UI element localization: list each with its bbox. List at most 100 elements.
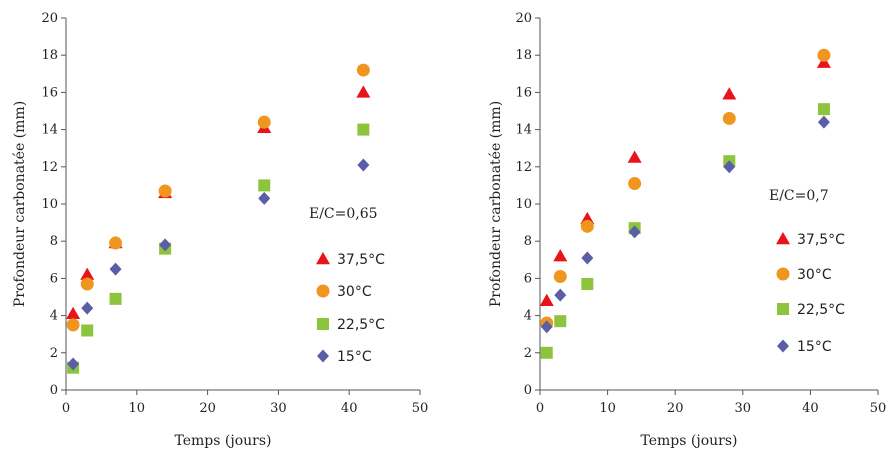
data-point (817, 48, 831, 62)
data-point (356, 85, 371, 98)
data-point (81, 301, 94, 315)
data-point (817, 115, 830, 129)
data-point (158, 184, 172, 198)
x-tick-label: 0 (536, 401, 544, 416)
data-point (581, 277, 594, 290)
x-tick-label: 40 (341, 401, 358, 416)
legend-marker (777, 339, 789, 353)
y-tick-label: 2 (50, 346, 58, 361)
x-axis-title: Temps (jours) (175, 433, 272, 449)
x-tick-label: 40 (802, 401, 819, 416)
y-tick-label: 14 (515, 123, 532, 138)
data-point (723, 160, 736, 174)
data-point (258, 191, 271, 205)
y-tick-label: 12 (41, 160, 58, 175)
legend-label: 22,5°C (797, 302, 845, 318)
legend-label: 37,5°C (337, 252, 385, 268)
legend-label: 37,5°C (797, 232, 845, 248)
data-point (258, 179, 271, 192)
x-tick-label: 20 (667, 401, 684, 416)
y-tick-label: 10 (41, 197, 58, 212)
y-tick-label: 20 (515, 11, 532, 26)
data-point (67, 357, 80, 371)
data-point (66, 318, 80, 332)
ec-ratio-label: E/C=0,7 (769, 188, 829, 204)
data-point (540, 346, 553, 359)
data-point (817, 103, 830, 116)
data-point (539, 293, 554, 306)
legend-marker (776, 267, 790, 281)
legend-marker (316, 284, 330, 298)
data-point (81, 324, 94, 337)
y-tick-label: 20 (41, 11, 58, 26)
x-tick-label: 10 (599, 401, 616, 416)
chart-1: 0 2 4 6 8 10 12 14 16 18 20 0 10 20 30 40 50 Temps (jours… (12, 11, 428, 449)
legend: E/C=0,65 37,5°C 30°C 22,5°C 15°C (305, 200, 396, 375)
data-point (553, 270, 567, 284)
legend-marker (317, 349, 329, 363)
data-point (553, 249, 568, 262)
legend-marker (777, 303, 789, 315)
data-point (554, 315, 567, 328)
data-point (581, 251, 594, 265)
data-point (80, 267, 95, 280)
data-point (357, 158, 370, 172)
y-tick-label: 8 (524, 234, 532, 249)
legend-marker (776, 232, 790, 245)
y-tick-label: 12 (515, 160, 532, 175)
series (540, 115, 830, 334)
y-tick-label: 14 (41, 123, 58, 138)
data-point (159, 238, 172, 252)
legend: E/C=0,7 37,5°C 30°C 22,5°C 15°C (765, 182, 861, 375)
data-point (816, 55, 831, 68)
series (66, 63, 370, 332)
data-point (109, 292, 122, 305)
legend-label: 15°C (797, 339, 832, 355)
y-tick-label: 8 (50, 234, 58, 249)
data-point (627, 150, 642, 163)
data-point (554, 288, 567, 302)
legend-marker (317, 318, 329, 330)
y-tick-label: 16 (515, 85, 532, 100)
x-axis-title: Temps (jours) (641, 433, 738, 449)
y-axis-title: Profondeur carbonatée (mm) (12, 101, 28, 307)
x-tick-label: 30 (735, 401, 752, 416)
data-point (540, 320, 553, 334)
x-tick-label: 20 (199, 401, 216, 416)
data-point (580, 219, 594, 233)
legend-label: 30°C (797, 267, 832, 283)
data-point (109, 236, 123, 250)
y-tick-label: 10 (515, 197, 532, 212)
data-point (356, 63, 370, 77)
data-point (722, 87, 737, 100)
y-tick-label: 18 (41, 48, 58, 63)
data-point (66, 306, 81, 319)
y-tick-label: 4 (50, 309, 58, 324)
y-tick-label: 2 (524, 346, 532, 361)
legend-label: 15°C (337, 349, 372, 365)
ec-ratio-label: E/C=0,65 (309, 206, 378, 222)
data-point (722, 111, 736, 125)
data-point (628, 177, 642, 191)
y-tick-label: 18 (515, 48, 532, 63)
y-tick-label: 6 (524, 271, 532, 286)
series (67, 158, 370, 371)
data-point (628, 225, 641, 239)
y-tick-label: 0 (524, 383, 532, 398)
x-tick-label: 50 (870, 401, 887, 416)
legend-label: 30°C (337, 284, 372, 300)
data-point (357, 123, 370, 136)
y-tick-label: 16 (41, 85, 58, 100)
y-tick-label: 4 (524, 309, 532, 324)
legend-label: 22,5°C (337, 317, 385, 333)
x-tick-label: 30 (270, 401, 287, 416)
data-point (80, 277, 94, 291)
y-tick-label: 0 (50, 383, 58, 398)
series (540, 48, 831, 330)
chart-2: 0 2 4 6 8 10 12 14 16 18 20 0 10 20 30 40 50 Temps (jours… (488, 11, 886, 449)
x-tick-label: 0 (62, 401, 70, 416)
y-tick-label: 6 (50, 271, 58, 286)
data-point (257, 115, 271, 129)
